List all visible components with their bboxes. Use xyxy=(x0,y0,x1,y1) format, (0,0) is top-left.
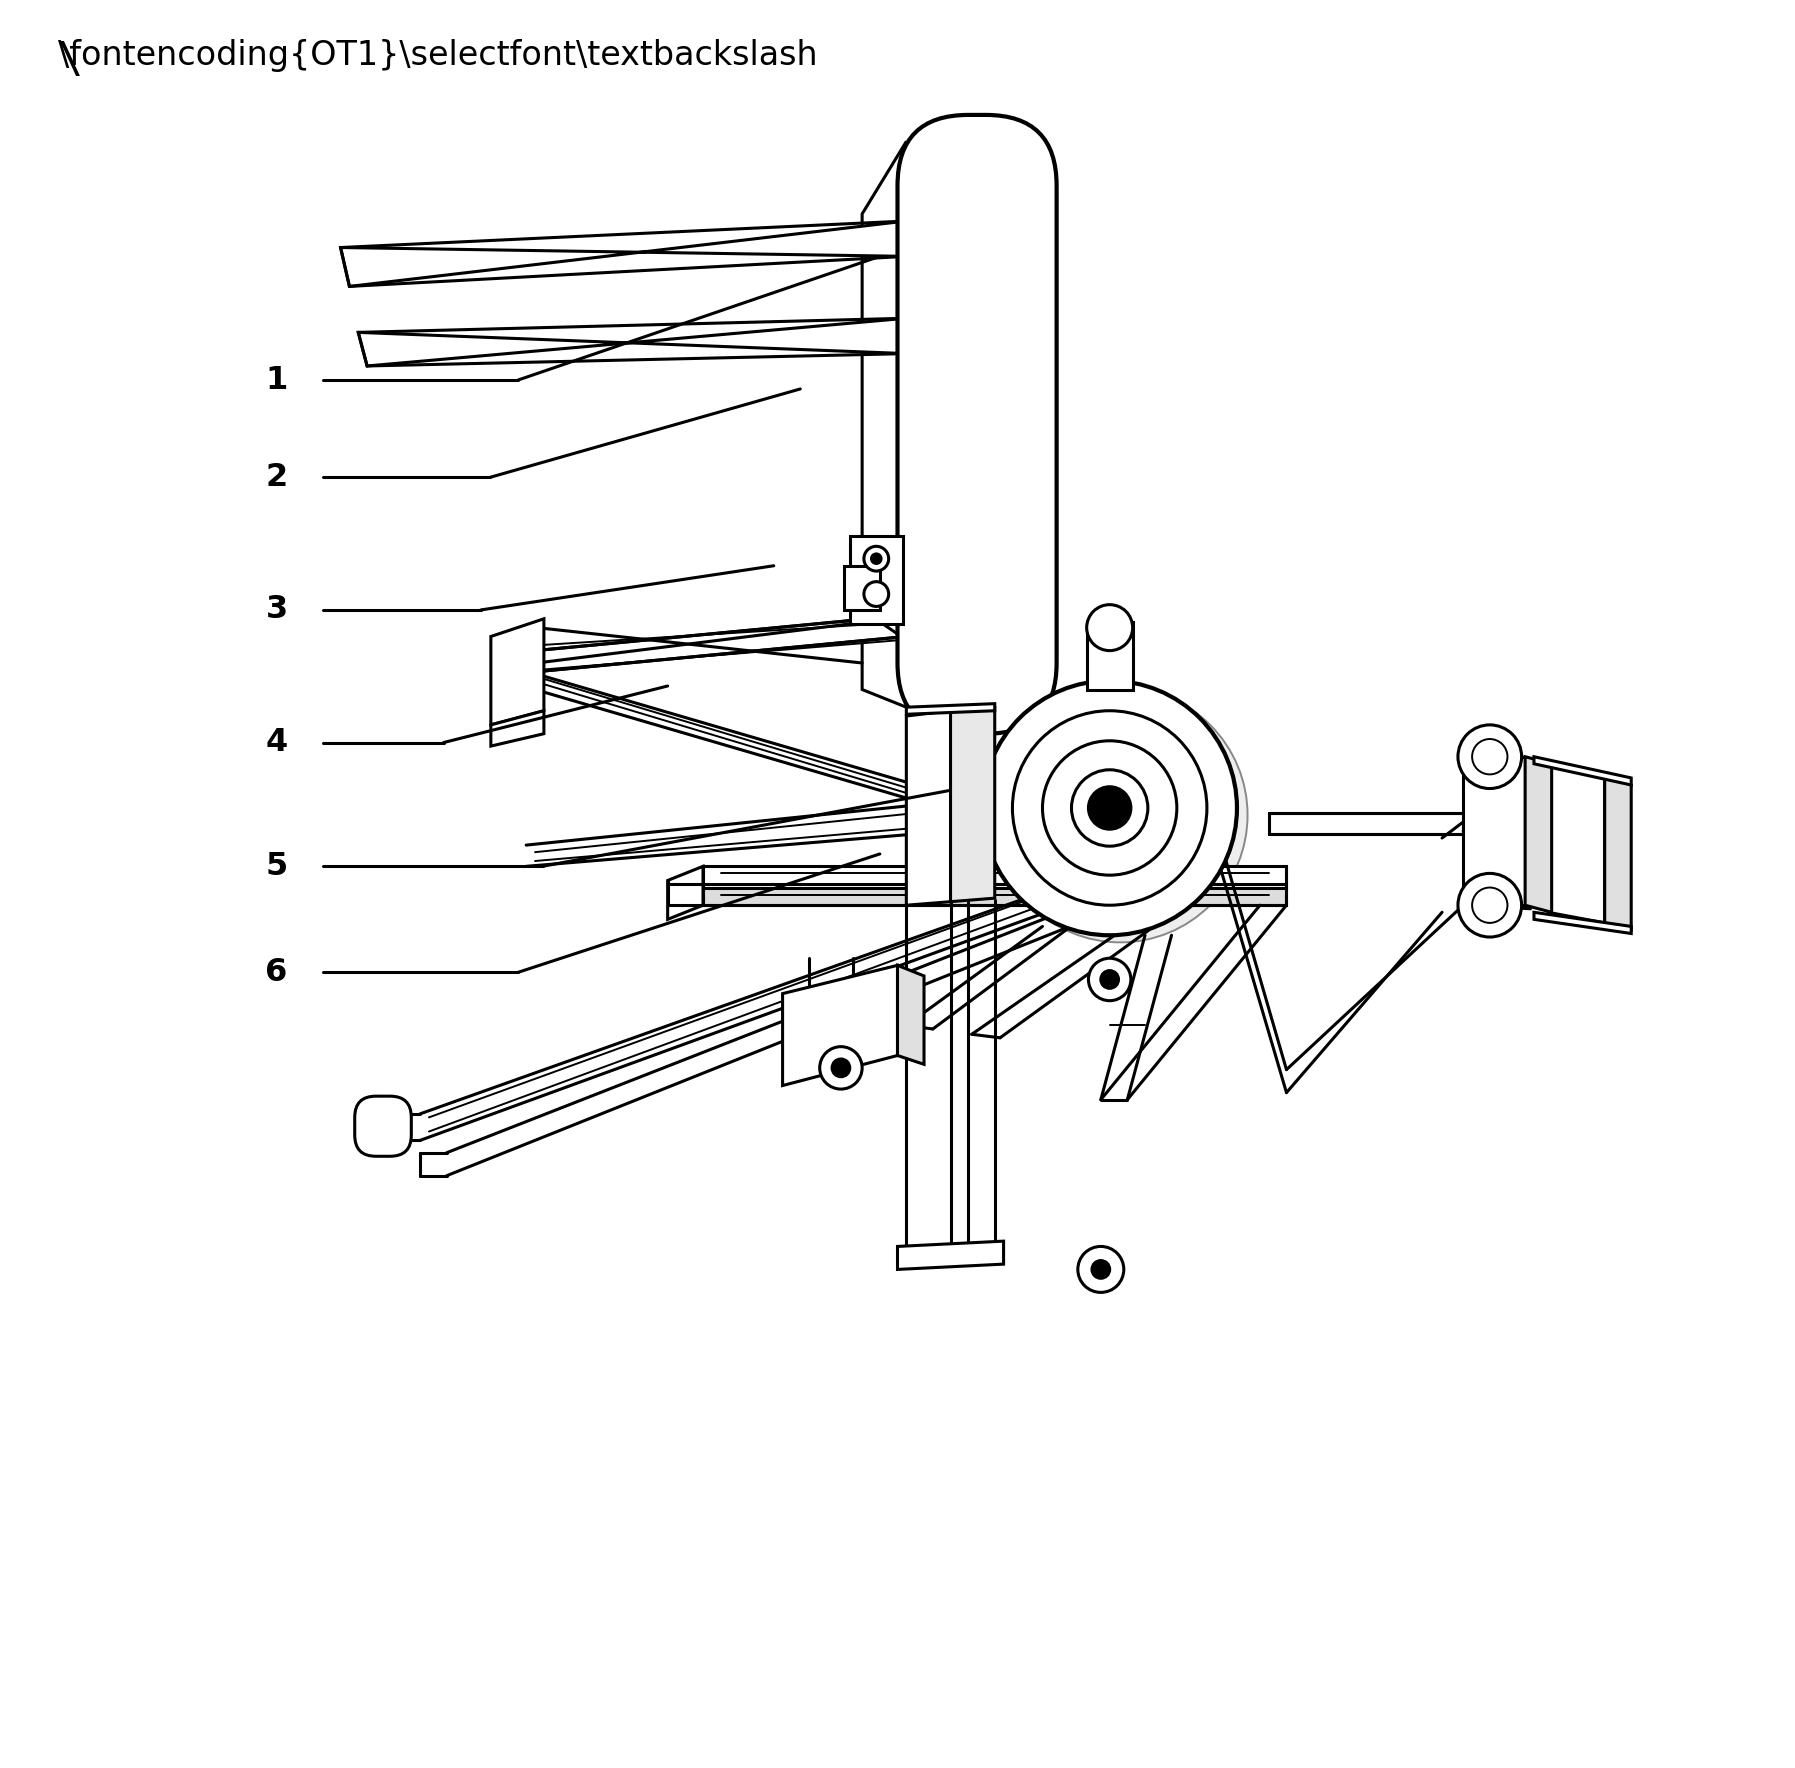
Polygon shape xyxy=(704,866,1287,888)
Text: 1: 1 xyxy=(266,364,287,396)
Polygon shape xyxy=(1269,813,1463,834)
Text: 6: 6 xyxy=(266,956,287,988)
Circle shape xyxy=(1077,1246,1124,1292)
Text: 4: 4 xyxy=(266,727,287,758)
Polygon shape xyxy=(862,141,906,707)
Polygon shape xyxy=(906,711,951,905)
Polygon shape xyxy=(1605,774,1632,930)
Polygon shape xyxy=(504,628,535,700)
Polygon shape xyxy=(535,615,906,672)
Circle shape xyxy=(863,546,889,571)
Circle shape xyxy=(1091,1261,1109,1278)
Bar xyxy=(1086,622,1133,690)
Polygon shape xyxy=(906,704,994,714)
Polygon shape xyxy=(783,965,898,1086)
Polygon shape xyxy=(1535,912,1632,934)
Text: 5: 5 xyxy=(266,850,287,882)
Polygon shape xyxy=(359,318,906,366)
Polygon shape xyxy=(1526,757,1551,912)
Polygon shape xyxy=(951,707,994,902)
Bar xyxy=(844,566,880,610)
Polygon shape xyxy=(341,221,906,286)
Circle shape xyxy=(1100,971,1118,988)
Polygon shape xyxy=(490,711,544,746)
FancyBboxPatch shape xyxy=(355,1096,411,1156)
Circle shape xyxy=(1072,769,1147,847)
Circle shape xyxy=(833,1059,849,1077)
Polygon shape xyxy=(898,965,924,1064)
Polygon shape xyxy=(668,866,704,919)
Circle shape xyxy=(1088,958,1131,1001)
Circle shape xyxy=(1458,725,1522,789)
Circle shape xyxy=(1088,787,1131,829)
Circle shape xyxy=(1086,605,1133,651)
Polygon shape xyxy=(490,619,544,725)
FancyBboxPatch shape xyxy=(898,115,1057,734)
Text: \: \ xyxy=(57,39,83,81)
Polygon shape xyxy=(1535,757,1632,785)
Text: 3: 3 xyxy=(266,594,287,626)
Text: \fontencoding{OT1}\selectfont\textbackslash: \fontencoding{OT1}\selectfont\textbacksl… xyxy=(57,39,817,72)
Circle shape xyxy=(982,681,1237,935)
Circle shape xyxy=(1472,739,1508,774)
Circle shape xyxy=(871,553,881,564)
Circle shape xyxy=(1458,873,1522,937)
Polygon shape xyxy=(1463,757,1526,905)
Bar xyxy=(849,536,903,624)
Circle shape xyxy=(863,582,889,606)
Polygon shape xyxy=(1547,764,1605,923)
Circle shape xyxy=(1472,888,1508,923)
Text: 2: 2 xyxy=(266,461,287,493)
Polygon shape xyxy=(704,888,1287,905)
Circle shape xyxy=(993,688,1248,942)
Polygon shape xyxy=(898,1241,1003,1269)
Polygon shape xyxy=(504,693,535,711)
Circle shape xyxy=(820,1047,862,1089)
